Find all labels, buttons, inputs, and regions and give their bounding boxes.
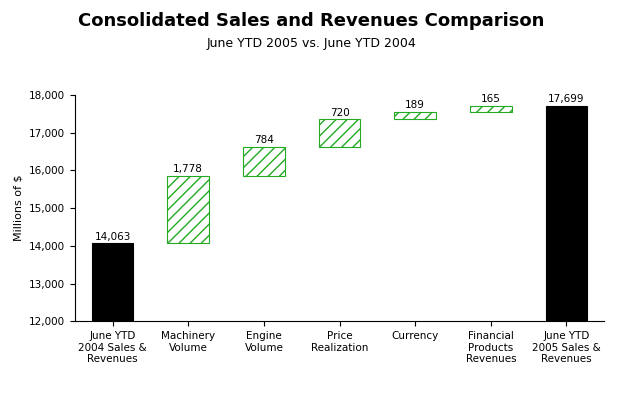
- Bar: [319, 119, 360, 147]
- Text: 189: 189: [405, 101, 425, 110]
- Text: 17,699: 17,699: [548, 94, 585, 104]
- Bar: [470, 106, 511, 112]
- Bar: [394, 112, 436, 119]
- Text: 784: 784: [254, 135, 274, 145]
- Text: 1,778: 1,778: [173, 164, 203, 174]
- Bar: [168, 176, 209, 243]
- Text: 14,063: 14,063: [95, 232, 131, 241]
- Bar: [243, 147, 285, 176]
- Bar: [92, 243, 133, 321]
- Text: June YTD 2005 vs. June YTD 2004: June YTD 2005 vs. June YTD 2004: [207, 37, 416, 50]
- Bar: [546, 106, 587, 321]
- Text: 165: 165: [481, 94, 501, 104]
- Text: 720: 720: [330, 108, 350, 117]
- Y-axis label: Millions of $: Millions of $: [13, 175, 23, 241]
- Text: Consolidated Sales and Revenues Comparison: Consolidated Sales and Revenues Comparis…: [78, 12, 545, 30]
